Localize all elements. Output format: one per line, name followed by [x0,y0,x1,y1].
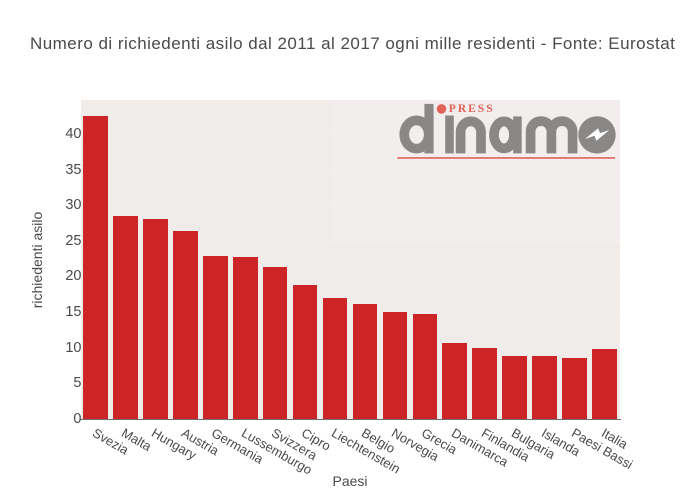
svg-text:PRESS: PRESS [449,103,495,115]
